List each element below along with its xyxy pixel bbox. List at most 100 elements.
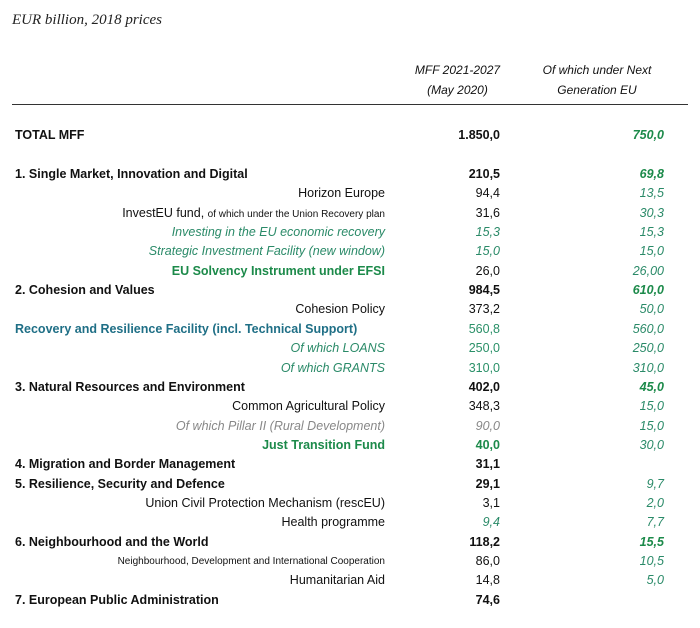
column-header-mff: MFF 2021-2027 (May 2020) [400,60,515,100]
total-row: TOTAL MFF 1.850,0 750,0 [0,126,700,145]
row-label-text: 4. Migration and Border Management [15,457,236,472]
row-label-text: EU Solvency Instrument under EFSI [171,263,385,278]
table-row-heading: Recovery and Resilience Facility (incl. … [0,320,700,339]
mff-value: 31,1 [475,457,500,472]
table-row-subitem: Humanitarian Aid 14,8 5,0 [0,571,700,590]
mff-value: 26,0 [475,263,500,278]
ngeu-value: 5,0 [646,573,664,588]
row-label-text: Health programme [281,515,385,530]
row-label: 1. Single Market, Innovation and Digital [15,165,248,184]
table-row-subitem: Of which Pillar II (Rural Development) 90… [0,417,700,436]
mff-value: 14,8 [475,573,500,588]
header-line: MFF 2021-2027 [414,63,501,77]
row-label-text: 1. Single Market, Innovation and Digital [15,167,248,181]
table-row-heading: 1. Single Market, Innovation and Digital… [0,165,700,184]
ngeu-value: 15,0 [639,244,664,259]
total-label: TOTAL MFF [15,128,85,142]
table-row-subitem: EU Solvency Instrument under EFSI 26,0 26,… [0,262,700,281]
mff-value: 15,3 [475,225,500,240]
row-label-text: 2. Cohesion and Values [15,283,155,298]
mff-value: 90,0 [475,418,500,433]
ngeu-value: 13,5 [639,186,664,201]
row-label-text: Neighbourhood, Development and Internati… [117,556,385,567]
row-label: Investing in the EU economic recovery [172,223,385,242]
table-row-subitem: Investing in the EU economic recovery 15,… [0,223,700,242]
row-label: Neighbourhood, Development and Internati… [118,552,385,571]
ngeu-value: 10,5 [639,554,664,568]
mff-value: 984,5 [468,283,500,298]
row-label: Union Civil Protection Mechanism (rescEU… [145,494,385,513]
row-label-text: Horizon Europe [298,186,385,201]
ngeu-value: 30,0 [639,437,664,452]
ngeu-value: 610,0 [632,283,664,298]
row-label-text: Of which GRANTS [280,360,385,375]
row-label-text: Humanitarian Aid [289,573,385,588]
row-label-text: Strategic Investment Facility (new windo… [148,244,385,259]
ngeu-value: 45,0 [639,379,664,394]
column-header-ngeu: Of which under Next Generation EU [532,60,662,100]
table-row-subitem: Of which GRANTS 310,0 310,0 [0,359,700,378]
row-label: Of which LOANS [291,339,385,358]
row-label: Of which Pillar II (Rural Development) [176,417,385,436]
table-row-subitem: InvestEU fund, of which under the Union … [0,204,700,223]
mff-value: 94,4 [475,186,500,201]
mff-value: 31,6 [475,205,500,220]
row-label-text: Cohesion Policy [295,302,385,317]
table-row-heading: 2. Cohesion and Values 984,5 610,0 [0,281,700,300]
mff-value: 210,5 [468,167,500,181]
row-label-text: Union Civil Protection Mechanism (rescEU… [145,495,385,510]
header-line: Of which under Next [542,63,652,77]
mff-value: 9,4 [482,515,500,530]
row-label: InvestEU fund, of which under the Union … [122,204,385,224]
mff-value: 15,0 [475,244,500,259]
row-label: Humanitarian Aid [290,571,385,590]
table-row-heading: 4. Migration and Border Management 31,1 [0,455,700,474]
ngeu-value: 15,3 [639,225,664,240]
row-label: 5. Resilience, Security and Defence [15,475,225,494]
mff-value: 118,2 [469,534,500,549]
mff-value: 40,0 [475,437,500,452]
ngeu-value: 69,8 [639,167,664,181]
row-label-text: Common Agricultural Policy [232,399,385,414]
total-ngeu: 750,0 [632,128,664,142]
ngeu-value: 15,0 [639,399,664,414]
table-row-subitem: Of which LOANS 250,0 250,0 [0,339,700,358]
mff-value: 3,1 [482,495,500,510]
row-label: Cohesion Policy [295,300,385,319]
ngeu-value: 250,0 [632,341,664,356]
mff-value: 310,0 [468,360,500,375]
table-row-heading: 3. Natural Resources and Environment 402,… [0,378,700,397]
row-label-text: 7. European Public Administration [15,592,219,607]
mff-value: 74,6 [475,592,500,607]
row-label: 4. Migration and Border Management [15,455,235,474]
total-mff: 1.850,0 [458,128,500,142]
row-label-text: InvestEU fund, [122,205,205,220]
row-label: Strategic Investment Facility (new windo… [149,242,385,261]
mff-value: 373,2 [468,302,500,317]
ngeu-value: 30,3 [639,205,664,220]
mff-value: 348,3 [468,399,500,414]
ngeu-value: 560,0 [632,321,664,336]
row-label: EU Solvency Instrument under EFSI [172,262,385,281]
ngeu-value: 9,7 [646,476,664,491]
ngeu-value: 15,5 [639,534,664,549]
ngeu-value: 310,0 [632,360,664,375]
row-label: 7. European Public Administration [15,591,219,610]
row-label-text: 3. Natural Resources and Environment [15,379,245,394]
ngeu-value: 15,0 [639,418,664,433]
table-row-subitem: Common Agricultural Policy 348,3 15,0 [0,397,700,416]
header-line: (May 2020) [427,83,488,97]
ngeu-value: 7,7 [646,515,664,530]
row-label-text: Recovery and Resilience Facility (incl. … [15,321,358,336]
table-row-heading: 6. Neighbourhood and the World 118,2 15,5 [0,533,700,552]
mff-value: 86,0 [475,554,500,568]
row-label: Common Agricultural Policy [232,397,385,416]
row-label-text: 6. Neighbourhood and the World [15,534,209,549]
table-row-subitem: Horizon Europe 94,4 13,5 [0,184,700,203]
row-label: Just Transition Fund [262,436,385,455]
table-row-heading: 7. European Public Administration 74,6 [0,591,700,610]
mff-value: 29,1 [475,476,500,491]
header-divider [12,104,688,105]
row-label: 3. Natural Resources and Environment [15,378,245,397]
table-row-subitem: Strategic Investment Facility (new windo… [0,242,700,261]
